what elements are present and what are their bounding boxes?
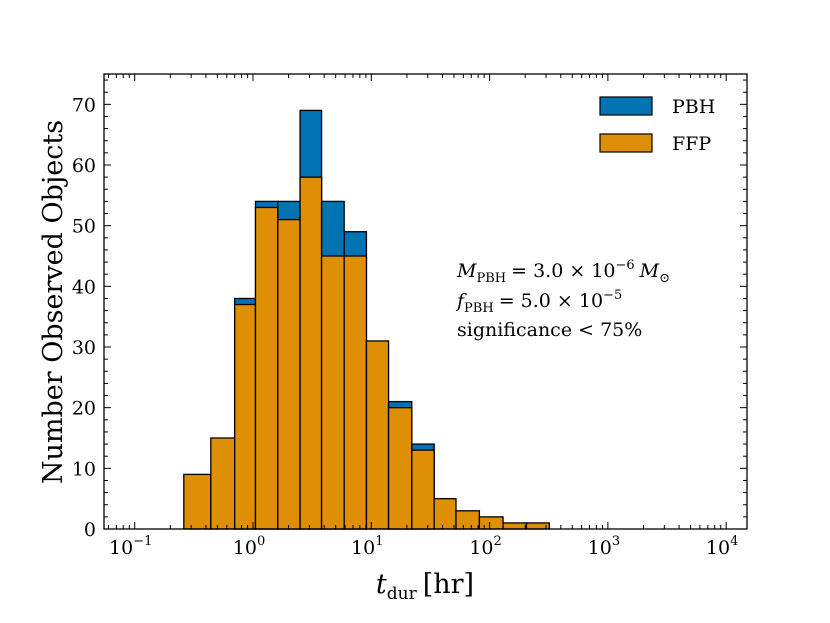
legend-label-ffp: FFP [672, 133, 711, 155]
bar-ffp-13 [478, 516, 504, 530]
legend-label-pbh: PBH [672, 96, 715, 118]
annotation-mass-eq: = 3.0 × 10 [511, 260, 615, 282]
ytick-label-0: 0 [84, 519, 96, 541]
x-axis-label-var: t [376, 569, 387, 600]
bar-ffp-0 [183, 473, 212, 530]
annotation-mass-sub: PBH [476, 271, 506, 286]
bar-ffp-6 [320, 255, 345, 530]
xtick-label-3: 102 [469, 534, 501, 559]
xtick-label-exp-2: 1 [375, 534, 383, 549]
xtick-label-2: 101 [351, 534, 383, 559]
bar-ffp-2 [234, 303, 257, 530]
plot-frame [103, 73, 748, 530]
legend-swatch-ffp [599, 133, 653, 153]
xtick-label-base-5: 10 [706, 537, 730, 559]
annotation-mass-unit-sub: ⊙ [659, 271, 670, 286]
annotation-fraction-sub: PBH [464, 301, 494, 316]
ytick-label-30: 30 [72, 337, 96, 359]
xtick-label-base-2: 10 [351, 537, 375, 559]
annotation-mass: MPBH = 3.0 × 10−6 M⊙ [456, 258, 670, 286]
ytick-label-70: 70 [72, 94, 96, 116]
bar-ffp-8 [365, 340, 390, 530]
bar-ffp-1 [210, 437, 236, 530]
ytick-label-60: 60 [72, 155, 96, 177]
ytick-label-20: 20 [72, 398, 96, 420]
bar-ffp-11 [433, 498, 457, 530]
bar-ffp-14 [502, 522, 528, 530]
xtick-label-exp-0: −1 [133, 534, 152, 549]
ytick-label-50: 50 [72, 216, 96, 238]
xtick-label-base-4: 10 [588, 537, 612, 559]
xtick-label-4: 103 [588, 534, 620, 559]
bar-ffp-10 [411, 449, 435, 530]
ytick-label-10: 10 [72, 458, 96, 480]
x-axis-label: tdur [hr] [376, 569, 474, 604]
legend-swatch-pbh [599, 96, 653, 116]
annotation-mass-unit: M [639, 260, 660, 282]
xtick-label-base-3: 10 [469, 537, 493, 559]
bar-ffp-7 [343, 255, 368, 530]
bar-ffp-12 [455, 510, 481, 530]
annotation-block: MPBH = 3.0 × 10−6 M⊙ fPBH = 5.0 × 10−5 sign… [455, 258, 670, 341]
legend: PBH FFP [599, 96, 715, 155]
bar-ffp-9 [387, 407, 413, 530]
xtick-label-exp-1: 0 [257, 534, 265, 549]
y-axis-label: Number Observed Objects [38, 120, 69, 484]
annotation-fraction-exp: −5 [603, 288, 622, 303]
x-axis-label-unit: [hr] [423, 569, 474, 600]
annotation-significance: significance < 75% [457, 319, 642, 341]
xtick-label-base-0: 10 [109, 537, 133, 559]
xtick-label-5: 104 [706, 534, 738, 559]
x-axis-label-sub: dur [387, 584, 418, 604]
bar-ffp-3 [254, 206, 279, 530]
xtick-label-exp-4: 3 [612, 534, 620, 549]
annotation-fraction-var: f [455, 290, 467, 312]
xtick-label-0: 10−1 [109, 534, 152, 559]
xtick-label-exp-5: 4 [730, 534, 738, 549]
ytick-label-40: 40 [72, 276, 96, 298]
xtick-label-1: 100 [233, 534, 265, 559]
xtick-label-base-1: 10 [233, 537, 257, 559]
annotation-fraction-eq: = 5.0 × 10 [499, 290, 603, 312]
bars-layer [183, 109, 550, 530]
bar-ffp-4 [277, 218, 301, 530]
annotation-mass-exp: −6 [615, 258, 634, 273]
bar-ffp-5 [299, 176, 323, 530]
annotation-mass-var: M [456, 260, 477, 282]
annotation-fraction: fPBH = 5.0 × 10−5 [455, 288, 622, 316]
xtick-label-exp-3: 2 [494, 534, 502, 549]
